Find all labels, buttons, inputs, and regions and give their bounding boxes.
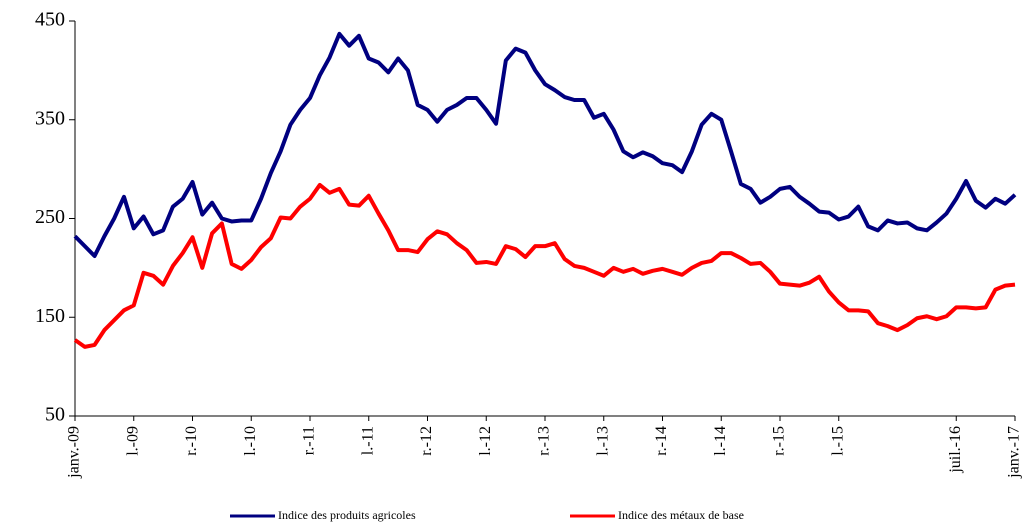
y-tick-label: 350 bbox=[35, 107, 65, 129]
x-tick-label: l.-09 bbox=[124, 426, 141, 456]
x-tick-label: r.-12 bbox=[418, 426, 435, 456]
y-tick-label: 450 bbox=[35, 9, 65, 31]
x-tick-label: r.-15 bbox=[771, 426, 788, 456]
y-tick-label: 150 bbox=[35, 305, 65, 327]
x-tick-label: r.-11 bbox=[301, 426, 318, 455]
legend-label: Indice des métaux de base bbox=[618, 508, 744, 522]
x-tick-label: l.-15 bbox=[829, 426, 846, 456]
line-series bbox=[73, 182, 1016, 349]
x-tick-label: l.-14 bbox=[712, 426, 729, 456]
line-series bbox=[73, 31, 1017, 259]
y-tick-label: 250 bbox=[35, 206, 65, 228]
x-tick-label: l.-13 bbox=[594, 426, 611, 456]
x-tick-label: l.-11 bbox=[359, 426, 376, 455]
y-tick-label: 50 bbox=[45, 404, 65, 426]
legend-label: Indice des produits agricoles bbox=[278, 508, 416, 522]
x-tick-label: r.-10 bbox=[183, 426, 200, 456]
x-tick-label: janv.-09 bbox=[66, 426, 83, 479]
x-tick-label: l.-10 bbox=[242, 426, 259, 456]
x-tick-label: juil.-16 bbox=[947, 426, 964, 474]
x-tick-label: l.-12 bbox=[477, 426, 494, 456]
x-tick-label: janv.-17 bbox=[1006, 426, 1023, 479]
x-tick-label: r.-14 bbox=[653, 426, 670, 456]
x-tick-label: r.-13 bbox=[536, 426, 553, 456]
